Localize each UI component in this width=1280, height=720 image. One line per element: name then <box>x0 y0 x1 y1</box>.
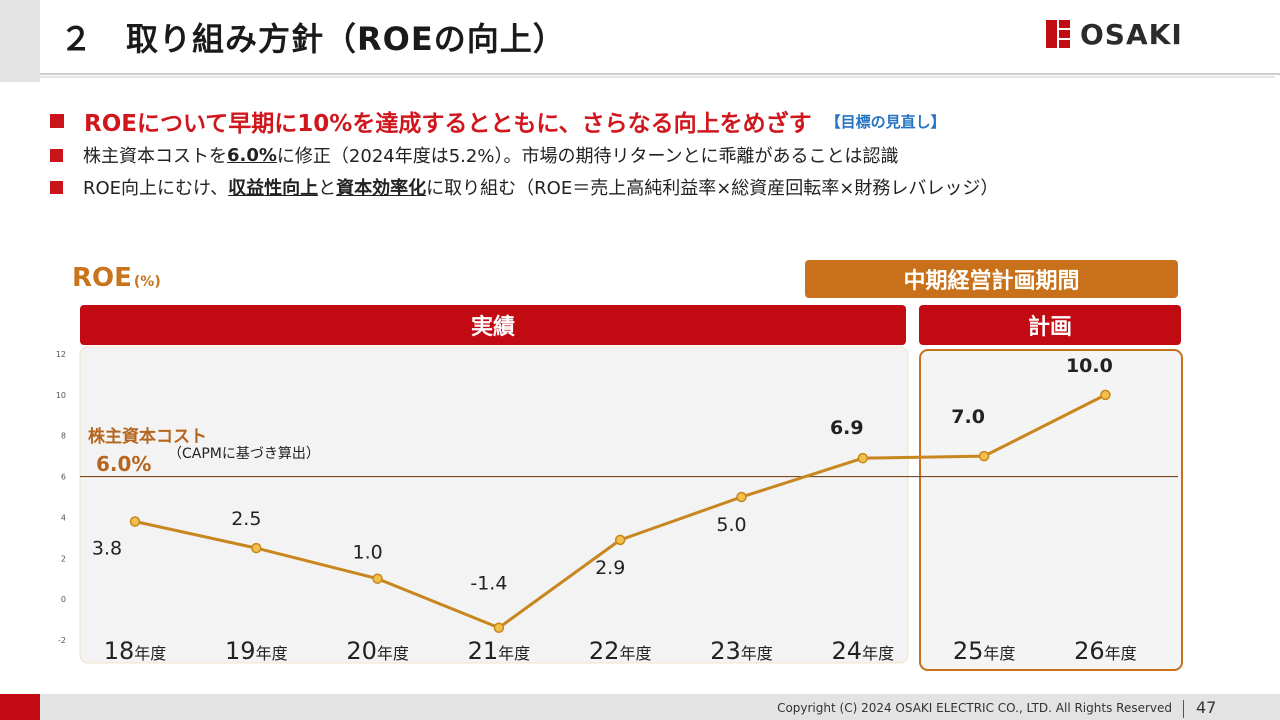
plan-banner: 計画 <box>919 305 1181 345</box>
osaki-logo: OSAKI <box>1046 17 1183 51</box>
bullet3-c: と <box>318 178 337 199</box>
page-number: 47 <box>1196 698 1217 717</box>
bullet2-post: に修正（2024年度は5.2%）。市場の期待リターンとに乖離があることは認識 <box>276 146 899 167</box>
plan-period-panel <box>919 349 1183 671</box>
data-point <box>251 542 262 554</box>
chart-title-unit: (%) <box>133 274 161 290</box>
cost-of-equity-label: 株主資本コスト <box>88 426 207 447</box>
title-divider <box>40 73 1280 78</box>
bullet-cost-of-equity: 株主資本コストを 6.0% に修正（2024年度は5.2%）。市場の期待リターン… <box>50 139 998 171</box>
x-category-label: 20年度 <box>346 637 409 665</box>
x-category-label: 24年度 <box>832 637 895 665</box>
copyright-text: Copyright (C) 2024 OSAKI ELECTRIC CO., L… <box>777 701 1172 715</box>
y-tick-label: 10 <box>56 391 66 400</box>
footer-accent <box>0 694 40 720</box>
x-category-label: 21年度 <box>468 637 531 665</box>
chart-title: ROE (%) <box>72 263 161 293</box>
data-label: 10.0 <box>1066 355 1113 377</box>
actual-banner: 実績 <box>80 305 906 345</box>
y-tick-label: 4 <box>61 513 66 522</box>
data-point <box>736 491 747 503</box>
x-category-label: 25年度 <box>953 637 1016 665</box>
y-tick-label: 8 <box>61 432 66 441</box>
data-point <box>1100 389 1111 401</box>
x-category-label: 19年度 <box>225 637 288 665</box>
data-point <box>493 622 505 633</box>
bullet-main: ROEについて早期に10%を達成するとともに、さらなる向上をめざす 【目標の見直… <box>50 103 998 139</box>
page-title: ２ 取り組み方針（ROEの向上） <box>60 20 566 58</box>
roe-line-chart: 12 10 8 6 4 2 0 -2 株主資本コスト 6.0% （CAPMに基づき算出） 3.8 2.5… <box>56 346 1183 671</box>
bullet-main-tag: 【目標の見直し】 <box>825 112 946 131</box>
cost-of-equity-value: 6.0% <box>96 452 151 476</box>
x-category-label: 18年度 <box>104 637 167 665</box>
y-tick-label: 12 <box>56 350 66 359</box>
data-label: 2.5 <box>231 508 261 530</box>
data-point <box>978 450 990 462</box>
y-tick-label: -2 <box>58 636 66 645</box>
data-point <box>372 573 383 584</box>
data-label: 6.9 <box>830 417 864 439</box>
osaki-logo-mark-icon <box>1046 20 1070 48</box>
bullet2-bold: 6.0% <box>227 144 277 166</box>
title-accent-bar <box>0 0 40 82</box>
x-category-label: 23年度 <box>710 637 773 665</box>
cost-of-equity-note: （CAPMに基づき算出） <box>168 445 320 462</box>
data-label: 5.0 <box>716 514 746 536</box>
logo-text: OSAKI <box>1080 17 1183 51</box>
y-tick-label: 2 <box>61 554 66 563</box>
chart-title-text: ROE <box>72 263 132 293</box>
bullet2-pre: 株主資本コストを <box>83 146 227 167</box>
bullet3-e: に取り組む（ROE＝売上高純利益率×総資産回転率×財務レバレッジ） <box>426 178 999 199</box>
data-point <box>129 516 141 527</box>
footer-bar <box>0 694 1280 720</box>
bullet-square-icon <box>50 180 63 194</box>
bullet-main-text: ROEについて早期に10%を達成するとともに、さらなる向上をめざす <box>84 111 812 137</box>
data-point <box>614 534 626 546</box>
footer-divider <box>1183 700 1184 718</box>
bullet-square-icon <box>50 114 64 128</box>
bullet3-b: 収益性向上 <box>228 178 319 199</box>
actual-period-panel <box>79 346 909 664</box>
policy-bullets: ROEについて早期に10%を達成するとともに、さらなる向上をめざす 【目標の見直… <box>50 103 998 203</box>
x-category-label: 26年度 <box>1074 637 1137 665</box>
bullet-roe-initiatives: ROE向上にむけ、 収益性向上 と 資本効率化 に取り組む（ROE＝売上高純利益… <box>50 171 998 203</box>
data-label: 7.0 <box>951 406 985 428</box>
bullet3-a: ROE向上にむけ、 <box>83 178 229 199</box>
bullet3-d: 資本効率化 <box>336 178 427 199</box>
data-label: 3.8 <box>92 538 122 560</box>
midterm-plan-banner: 中期経営計画期間 <box>805 260 1178 298</box>
data-point <box>857 452 869 464</box>
y-tick-label: 6 <box>61 473 66 482</box>
data-label: 1.0 <box>352 542 382 564</box>
y-tick-label: 0 <box>61 595 66 604</box>
data-label: -1.4 <box>470 573 507 595</box>
data-label: 2.9 <box>595 557 625 579</box>
bullet-square-icon <box>50 148 63 162</box>
x-category-label: 22年度 <box>589 637 652 665</box>
